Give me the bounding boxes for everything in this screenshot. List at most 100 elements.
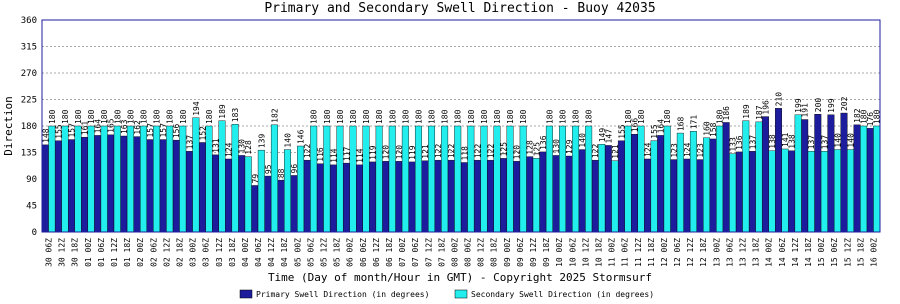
- value-label: 155: [617, 124, 626, 139]
- y-tick-label: 225: [21, 96, 37, 106]
- value-label: 156: [172, 124, 181, 139]
- bar: [794, 114, 802, 233]
- x-tick-label: 10 12Z: [581, 238, 590, 267]
- value-label: 120: [382, 145, 391, 160]
- value-label: 130: [552, 139, 561, 154]
- value-label: 155: [54, 124, 63, 139]
- x-tick-label: 01 00Z: [84, 238, 93, 267]
- value-label: 122: [303, 144, 312, 159]
- value-label: 183: [231, 108, 240, 123]
- value-label: 180: [74, 109, 83, 124]
- value-label: 160: [703, 121, 712, 136]
- bar: [663, 125, 671, 233]
- value-label: 180: [166, 109, 175, 124]
- bar: [513, 161, 521, 233]
- value-label: 96: [290, 164, 299, 174]
- value-label: 180: [519, 109, 528, 124]
- bar: [231, 124, 239, 233]
- bar: [218, 120, 226, 233]
- bar: [277, 179, 285, 233]
- x-tick-label: 02 06Z: [149, 238, 158, 267]
- x-tick-label: 14 06Z: [778, 238, 787, 267]
- bar: [447, 159, 455, 233]
- bar: [545, 125, 553, 233]
- bar: [441, 125, 449, 233]
- legend-label: Primary Swell Direction (in degrees): [256, 290, 429, 299]
- x-tick-label: 30 12Z: [58, 238, 67, 267]
- bar: [860, 125, 868, 233]
- value-label: 140: [284, 133, 293, 148]
- bar: [382, 161, 390, 233]
- bar: [598, 144, 606, 233]
- x-tick-label: 13 06Z: [725, 238, 734, 267]
- bar: [297, 145, 305, 233]
- x-tick-label: 11 06Z: [621, 238, 630, 267]
- bar: [833, 149, 841, 233]
- value-label: 163: [120, 119, 129, 134]
- bar: [670, 159, 678, 233]
- value-label: 137: [185, 135, 194, 150]
- bar: [225, 158, 233, 233]
- bar: [657, 135, 665, 233]
- x-tick-label: 02 18Z: [175, 238, 184, 267]
- x-tick-label: 30 18Z: [71, 238, 80, 267]
- bar: [591, 159, 599, 233]
- x-tick-label: 04 12Z: [267, 238, 276, 267]
- value-label: 122: [473, 144, 482, 159]
- value-label: 114: [356, 148, 365, 163]
- bar: [146, 139, 154, 233]
- bar: [761, 116, 769, 233]
- bar: [473, 159, 481, 233]
- value-label: 158: [709, 122, 718, 137]
- x-tick-label: 06 00Z: [346, 238, 355, 267]
- x-tick-label: 14 12Z: [791, 238, 800, 267]
- x-tick-label: 01 06Z: [97, 238, 106, 267]
- bar: [755, 121, 763, 233]
- value-label: 180: [362, 109, 371, 124]
- value-label: 125: [532, 142, 541, 157]
- bar: [506, 125, 514, 233]
- value-label: 180: [637, 109, 646, 124]
- value-label: 180: [388, 109, 397, 124]
- bar: [820, 151, 828, 233]
- bar: [624, 125, 632, 233]
- bar: [689, 131, 697, 233]
- value-label: 148: [41, 128, 50, 143]
- bar: [703, 137, 710, 233]
- value-label: 139: [257, 134, 266, 149]
- value-label: 186: [722, 106, 731, 121]
- x-tick-label: 14 00Z: [765, 238, 774, 267]
- bar: [768, 150, 776, 233]
- value-label: 199: [794, 98, 803, 113]
- bar: [336, 125, 344, 233]
- x-tick-label: 13 00Z: [712, 238, 721, 267]
- value-label: 123: [670, 143, 679, 158]
- bar: [120, 135, 128, 233]
- bar: [375, 125, 383, 233]
- value-label: 180: [716, 109, 725, 124]
- value-label: 130: [238, 139, 247, 154]
- x-tick-label: 03 18Z: [228, 238, 237, 267]
- value-label: 180: [310, 109, 319, 124]
- value-label: 140: [833, 133, 842, 148]
- x-tick-label: 10 06Z: [568, 238, 577, 267]
- x-tick-label: 04 06Z: [254, 238, 263, 267]
- bar: [172, 139, 180, 233]
- value-label: 140: [578, 133, 587, 148]
- bar: [107, 134, 115, 233]
- value-label: 129: [565, 139, 574, 154]
- x-tick-label: 15 18Z: [856, 238, 865, 267]
- x-tick-label: 05 00Z: [293, 238, 302, 267]
- legend-label: Secondary Swell Direction (in degrees): [471, 290, 654, 299]
- y-tick-label: 135: [21, 149, 37, 159]
- x-tick-label: 10 00Z: [555, 238, 564, 267]
- value-label: 182: [270, 108, 279, 123]
- y-tick-label: 360: [21, 16, 37, 26]
- bar: [454, 125, 462, 233]
- value-label: 122: [591, 144, 600, 159]
- x-tick-label: 08 06Z: [464, 238, 473, 267]
- x-tick-label: 30 06Z: [45, 238, 54, 267]
- value-label: 210: [775, 92, 784, 107]
- bar: [401, 125, 409, 233]
